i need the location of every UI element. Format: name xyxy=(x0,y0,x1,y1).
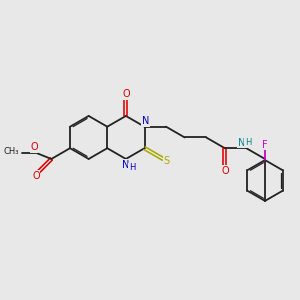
Text: O: O xyxy=(221,166,229,176)
Text: S: S xyxy=(164,156,170,167)
Text: CH₃: CH₃ xyxy=(3,147,19,156)
Text: H: H xyxy=(129,164,135,172)
Text: O: O xyxy=(30,142,38,152)
Text: N: N xyxy=(142,116,149,126)
Text: H: H xyxy=(244,138,251,147)
Text: O: O xyxy=(32,171,40,181)
Text: F: F xyxy=(262,140,268,150)
Text: O: O xyxy=(122,89,130,99)
Text: N: N xyxy=(122,160,129,170)
Text: N: N xyxy=(238,138,245,148)
